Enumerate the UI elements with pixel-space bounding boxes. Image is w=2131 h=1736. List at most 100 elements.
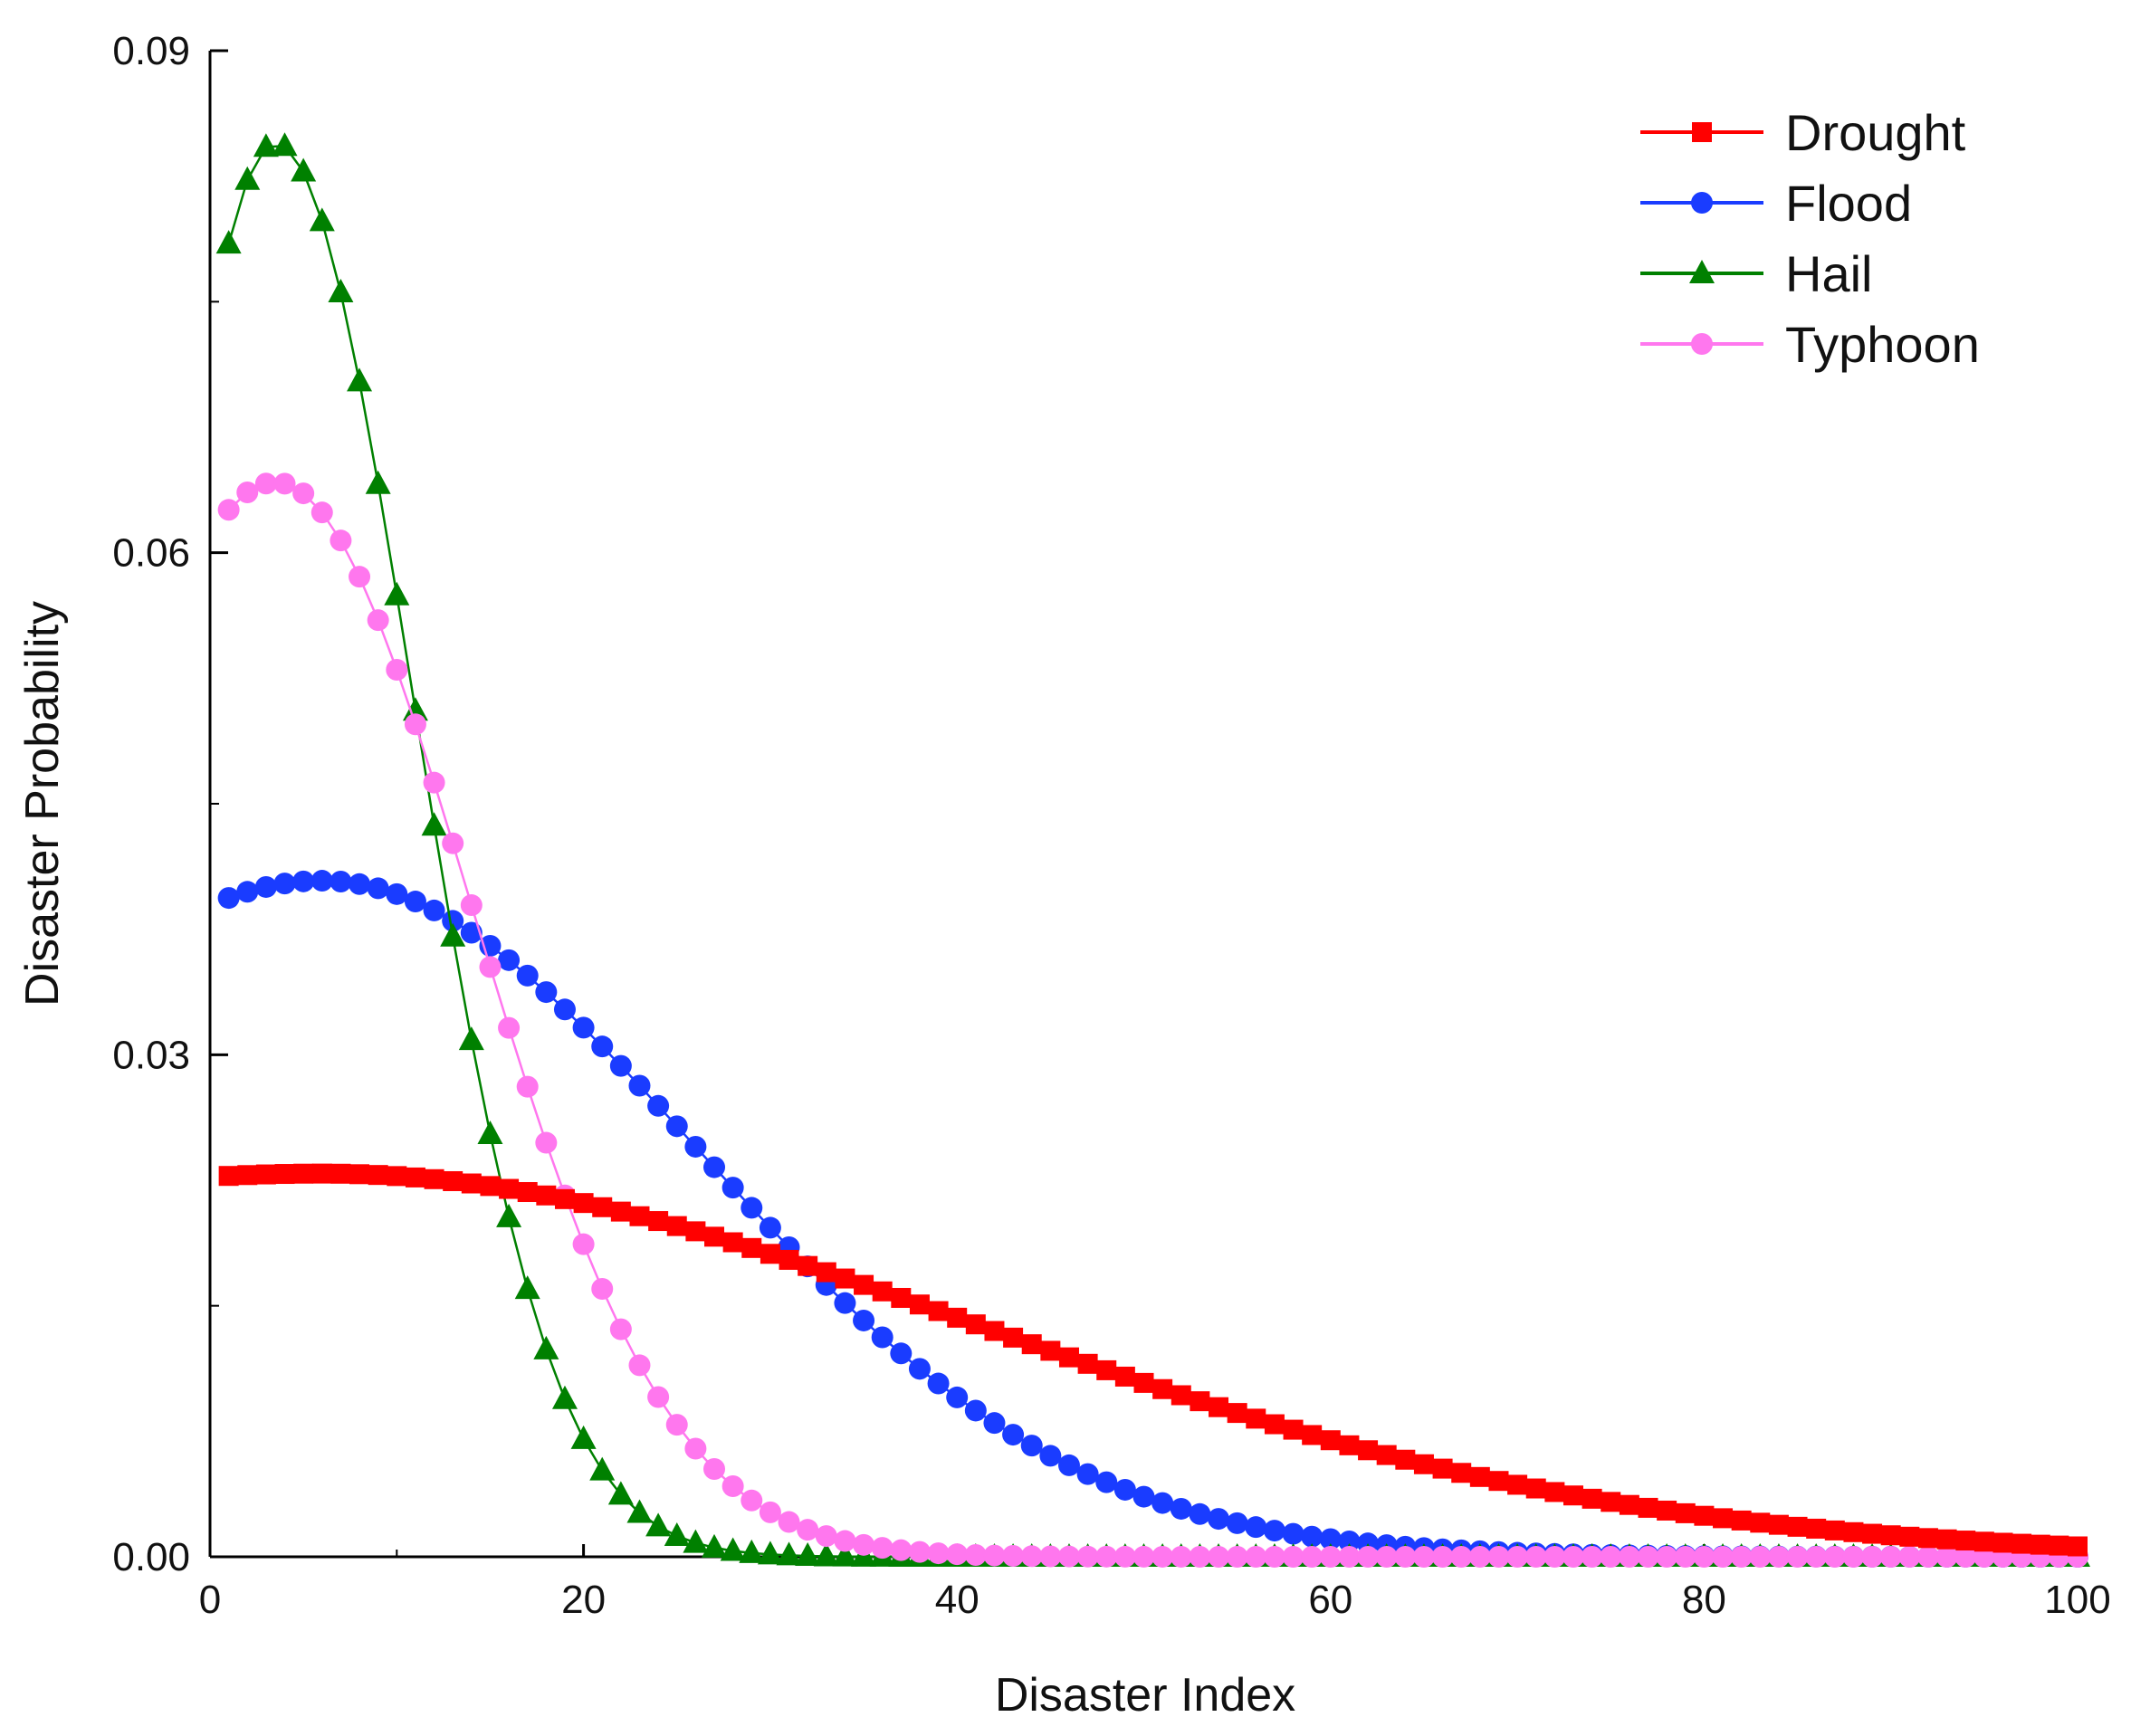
point-hail-31 <box>776 1541 802 1566</box>
point-drought-12 <box>424 1168 444 1189</box>
point-flood-29 <box>741 1197 763 1219</box>
point-drought-66 <box>1432 1458 1453 1479</box>
legend-marker-hail <box>1689 260 1715 283</box>
point-flood-35 <box>853 1309 875 1331</box>
point-typhoon-77 <box>1637 1546 1659 1568</box>
point-flood-2 <box>236 881 259 903</box>
point-drought-77 <box>1638 1497 1658 1518</box>
x-tick-label-1: 20 <box>561 1578 606 1622</box>
point-drought-52 <box>1171 1385 1191 1406</box>
point-drought-94 <box>1955 1531 1976 1551</box>
point-hail-9 <box>365 470 391 494</box>
x-tick-label-3: 60 <box>1308 1578 1352 1622</box>
point-drought-25 <box>666 1216 687 1236</box>
legend-label-typhoon: Typhoon <box>1785 316 1980 373</box>
point-drought-95 <box>1973 1531 1994 1552</box>
point-typhoon-7 <box>330 529 352 552</box>
point-flood-8 <box>349 873 371 895</box>
point-hail-23 <box>626 1499 653 1523</box>
point-drought-45 <box>1040 1340 1061 1361</box>
point-drought-49 <box>1114 1366 1135 1387</box>
point-flood-56 <box>1245 1516 1267 1539</box>
y-axis-title: Disaster Probability <box>16 601 69 1006</box>
point-drought-59 <box>1302 1425 1323 1445</box>
point-flood-36 <box>871 1326 893 1349</box>
legend: Drought Flood Hail Typhoon <box>1640 104 1980 373</box>
point-typhoon-94 <box>1954 1546 1977 1568</box>
point-drought-96 <box>1992 1532 2013 1553</box>
point-typhoon-91 <box>1898 1546 1921 1568</box>
point-typhoon-3 <box>254 472 277 495</box>
legend-item-typhoon: Typhoon <box>1640 316 1980 373</box>
point-drought-99 <box>2049 1535 2069 1556</box>
point-flood-53 <box>1189 1502 1211 1525</box>
series-drought <box>218 1163 2088 1557</box>
point-drought-87 <box>1824 1520 1845 1540</box>
point-typhoon-79 <box>1674 1546 1696 1568</box>
point-typhoon-88 <box>1842 1546 1865 1568</box>
point-drought-84 <box>1768 1514 1789 1535</box>
point-flood-51 <box>1152 1492 1174 1514</box>
point-hail-21 <box>589 1456 616 1481</box>
legend-item-flood: Flood <box>1640 175 1912 232</box>
point-hail-13 <box>440 922 466 947</box>
point-drought-33 <box>816 1262 836 1283</box>
point-drought-86 <box>1806 1518 1827 1539</box>
point-typhoon-65 <box>1412 1546 1435 1568</box>
point-typhoon-11 <box>404 713 426 736</box>
point-drought-53 <box>1190 1391 1210 1412</box>
point-typhoon-54 <box>1208 1545 1230 1568</box>
point-flood-54 <box>1208 1508 1230 1531</box>
point-drought-57 <box>1264 1414 1285 1435</box>
point-flood-46 <box>1057 1454 1080 1476</box>
point-hail-34 <box>832 1542 858 1567</box>
y-tick-label-0: 0.00 <box>112 1535 190 1579</box>
point-flood-4 <box>273 873 296 895</box>
point-drought-5 <box>293 1163 314 1184</box>
point-typhoon-64 <box>1394 1545 1417 1568</box>
point-typhoon-89 <box>1861 1546 1884 1568</box>
point-typhoon-70 <box>1506 1546 1529 1568</box>
point-hail-27 <box>702 1533 728 1558</box>
point-drought-67 <box>1451 1463 1472 1483</box>
point-typhoon-60 <box>1319 1545 1342 1568</box>
point-drought-92 <box>1917 1528 1938 1549</box>
point-flood-44 <box>1020 1435 1043 1457</box>
point-flood-23 <box>628 1074 651 1097</box>
point-drought-56 <box>1246 1408 1266 1429</box>
point-typhoon-49 <box>1113 1545 1136 1568</box>
point-typhoon-67 <box>1450 1546 1473 1568</box>
point-hail-7 <box>328 279 354 303</box>
point-typhoon-20 <box>572 1233 595 1255</box>
point-typhoon-55 <box>1226 1545 1248 1568</box>
point-typhoon-93 <box>1935 1546 1958 1568</box>
point-typhoon-73 <box>1562 1546 1584 1568</box>
point-hail-17 <box>514 1275 540 1300</box>
y-tick-label-1: 0.03 <box>112 1033 190 1077</box>
point-drought-17 <box>517 1182 538 1203</box>
point-typhoon-87 <box>1823 1546 1846 1568</box>
point-typhoon-51 <box>1152 1545 1174 1568</box>
point-typhoon-6 <box>311 501 333 524</box>
point-typhoon-45 <box>1039 1545 1062 1568</box>
series-line-drought <box>228 1172 2078 1548</box>
point-typhoon-10 <box>386 658 408 681</box>
point-drought-76 <box>1619 1494 1639 1515</box>
point-hail-33 <box>813 1542 839 1567</box>
point-typhoon-59 <box>1301 1545 1324 1568</box>
point-typhoon-36 <box>871 1537 893 1560</box>
point-flood-17 <box>516 964 539 987</box>
point-typhoon-41 <box>964 1543 987 1566</box>
point-typhoon-80 <box>1693 1546 1715 1568</box>
point-typhoon-69 <box>1487 1546 1510 1568</box>
point-typhoon-31 <box>778 1511 800 1533</box>
point-flood-22 <box>609 1054 632 1077</box>
point-drought-16 <box>499 1178 520 1199</box>
point-drought-68 <box>1469 1466 1490 1487</box>
point-drought-62 <box>1358 1440 1379 1461</box>
point-typhoon-85 <box>1786 1546 1809 1568</box>
point-flood-10 <box>386 882 408 905</box>
point-drought-97 <box>2012 1533 2032 1554</box>
point-drought-6 <box>311 1163 332 1184</box>
point-drought-7 <box>330 1163 351 1184</box>
